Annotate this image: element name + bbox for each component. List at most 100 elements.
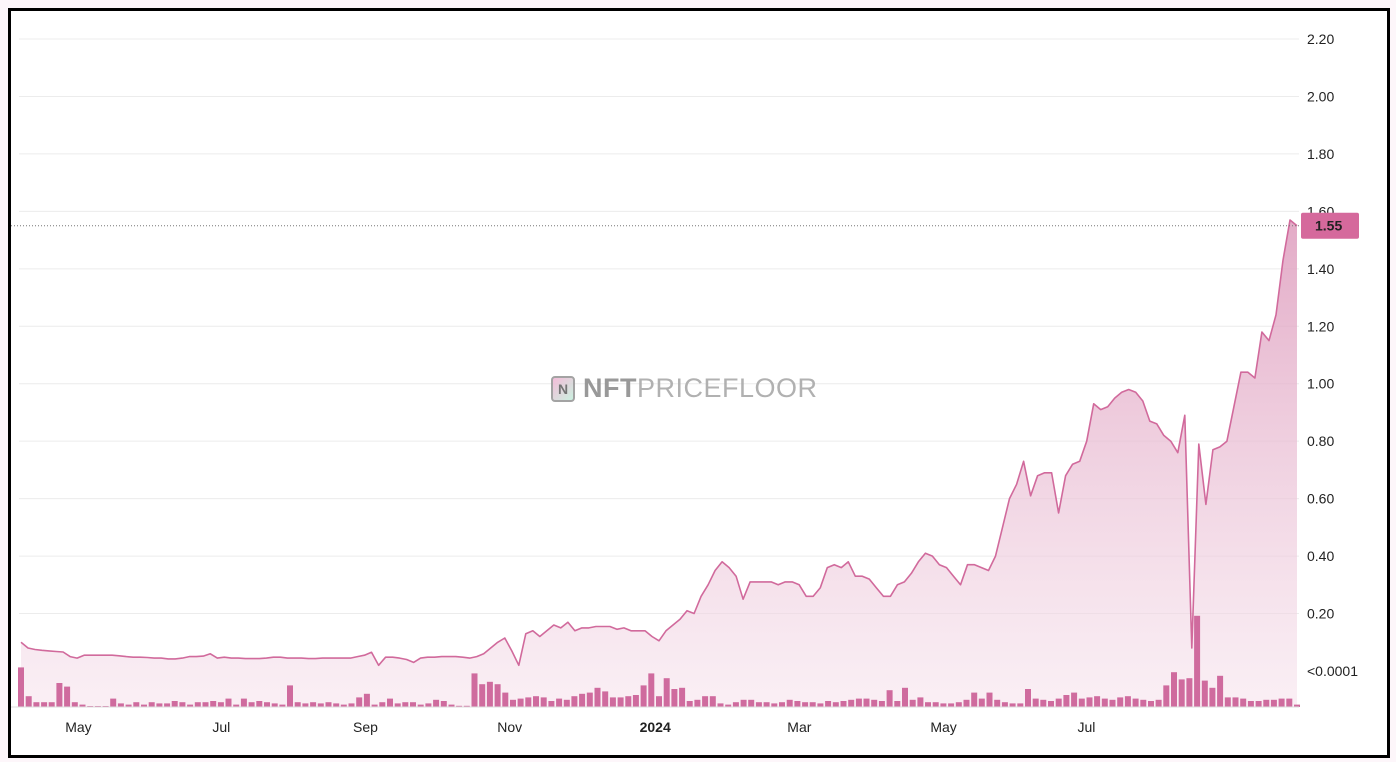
x-axis: May Jul Sep Nov 2024 Mar May Jul — [11, 706, 1299, 735]
y-tick-label: 0.20 — [1307, 606, 1334, 622]
volume-bar — [909, 699, 916, 707]
volume-bar — [164, 703, 171, 707]
volume-bar — [878, 701, 885, 707]
volume-bars — [18, 615, 1300, 707]
y-tick-label: 1.00 — [1307, 376, 1334, 392]
volume-bar — [256, 701, 263, 707]
volume-bar — [963, 699, 970, 707]
volume-bar — [394, 703, 401, 707]
x-tick-label: May — [65, 719, 91, 735]
volume-bar — [1071, 692, 1078, 707]
volume-bar — [233, 704, 240, 707]
volume-bar — [1163, 685, 1170, 707]
volume-bar — [917, 697, 924, 707]
volume-bar — [609, 697, 616, 707]
volume-bar — [1232, 697, 1239, 707]
volume-bar — [971, 692, 978, 707]
volume-bar — [356, 697, 363, 707]
volume-bar — [571, 696, 578, 707]
volume-bar — [1286, 698, 1293, 707]
volume-bar — [533, 696, 539, 707]
volume-bar — [1124, 696, 1131, 707]
volume-bar — [240, 698, 247, 707]
volume-bar — [679, 687, 686, 707]
volume-bar — [1109, 699, 1116, 707]
volume-bar — [25, 696, 32, 707]
y-tick-label: <0.0001 — [1307, 663, 1358, 679]
y-tick-label: 1.20 — [1307, 318, 1334, 334]
watermark-text-bold: NFT — [583, 373, 637, 403]
volume-bar — [425, 703, 432, 707]
volume-bar — [1278, 698, 1285, 707]
volume-bar — [540, 697, 547, 707]
volume-bar — [1055, 698, 1062, 707]
volume-bar — [348, 703, 355, 707]
volume-bar — [417, 704, 424, 707]
volume-bar — [279, 704, 286, 707]
volume-bar — [978, 698, 985, 707]
volume-bar — [817, 703, 824, 707]
volume-bar — [133, 702, 140, 707]
x-tick-label: Nov — [497, 719, 522, 735]
volume-bar — [33, 702, 40, 707]
volume-bar — [141, 704, 147, 707]
current-price-marker: 1.55 — [11, 212, 1359, 239]
volume-bar — [694, 699, 701, 707]
volume-bar — [494, 684, 501, 707]
volume-bar — [617, 697, 624, 707]
volume-bar — [871, 699, 878, 707]
volume-bar — [1186, 678, 1193, 707]
volume-bar — [548, 701, 555, 707]
volume-bar — [717, 703, 724, 707]
volume-bar — [940, 703, 947, 707]
volume-bar — [179, 702, 186, 707]
volume-bar — [948, 703, 955, 707]
volume-bar — [894, 701, 901, 707]
nftpricefloor-logo-icon: N — [551, 375, 575, 402]
volume-bar — [771, 703, 778, 707]
volume-bar — [1086, 697, 1093, 707]
volume-bar — [64, 686, 71, 707]
volume-bar — [1094, 696, 1101, 707]
y-tick-label: 1.40 — [1307, 261, 1334, 277]
nftpricefloor-watermark: N NFTPRICEFLOOR — [551, 373, 818, 404]
y-tick-label: 0.40 — [1307, 548, 1334, 564]
volume-bar — [748, 699, 755, 707]
watermark-text-rest: PRICEFLOOR — [636, 373, 818, 403]
volume-bar — [1270, 699, 1277, 707]
x-tick-label: Jul — [212, 719, 230, 735]
volume-bar — [1255, 701, 1262, 707]
volume-bar — [56, 683, 63, 707]
x-tick-label: 2024 — [640, 719, 671, 735]
volume-bar — [1155, 699, 1162, 707]
volume-bar — [779, 702, 785, 707]
volume-bar — [1040, 699, 1047, 707]
volume-bar — [671, 689, 678, 707]
volume-bar — [1171, 672, 1177, 707]
volume-bar — [410, 702, 416, 707]
y-tick-label: 0.60 — [1307, 491, 1334, 507]
volume-bar — [463, 705, 470, 707]
volume-bar — [110, 698, 117, 707]
volume-bar — [433, 699, 440, 707]
volume-bar — [786, 699, 793, 707]
volume-bar — [594, 687, 601, 707]
volume-bar — [1224, 697, 1231, 707]
volume-bar — [363, 693, 370, 707]
volume-bar — [632, 695, 639, 707]
volume-bar — [925, 702, 931, 707]
volume-bar — [1294, 704, 1300, 707]
volume-bar — [586, 692, 593, 707]
volume-bar — [317, 703, 324, 707]
volume-bar — [1078, 698, 1085, 707]
volume-bar — [502, 692, 509, 707]
volume-bar — [663, 678, 670, 707]
volume-bar — [1009, 703, 1016, 707]
volume-bar — [986, 692, 993, 707]
volume-bar — [740, 699, 747, 707]
volume-bar — [294, 702, 301, 707]
volume-bar — [486, 681, 493, 707]
volume-bar — [994, 699, 1001, 707]
x-tick-label: May — [930, 719, 956, 735]
volume-bar — [41, 702, 48, 707]
